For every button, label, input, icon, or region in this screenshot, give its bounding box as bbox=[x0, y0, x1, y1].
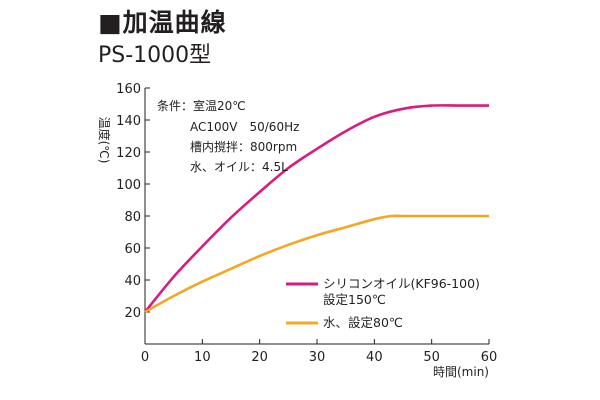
x-tick-label: 10 bbox=[194, 350, 211, 365]
y-tick-label: 100 bbox=[116, 178, 141, 193]
legend-label: シリコンオイル(KF96-100) bbox=[323, 276, 480, 291]
x-tick-label: 20 bbox=[251, 350, 268, 365]
legend: シリコンオイル(KF96-100) 設定150℃ 水、設定80℃ bbox=[286, 276, 480, 330]
y-tick-label: 120 bbox=[116, 146, 141, 161]
condition-line: 水、オイル：4.5L bbox=[190, 160, 288, 174]
x-tick-label: 30 bbox=[309, 350, 326, 365]
y-tick-label: 140 bbox=[116, 114, 141, 129]
y-tick-label: 80 bbox=[124, 210, 141, 225]
conditions-box: 条件：室温20℃ AC100V 50/60Hz 槽内撹拌：800rpm 水、オイ… bbox=[157, 98, 299, 174]
legend-label: 設定150℃ bbox=[323, 292, 386, 307]
x-axis-ticks: 0 10 20 30 40 50 60 bbox=[141, 339, 497, 365]
chart-subtitle: PS-1000型 bbox=[98, 43, 212, 68]
series-lines bbox=[143, 104, 489, 314]
x-tick-label: 60 bbox=[481, 350, 498, 365]
x-tick-label: 40 bbox=[366, 350, 383, 365]
y-tick-label: 40 bbox=[124, 274, 141, 289]
y-tick-label: 60 bbox=[124, 242, 141, 257]
series-line-0 bbox=[143, 104, 489, 313]
y-tick-label: 160 bbox=[116, 82, 141, 97]
condition-line: 条件：室温20℃ bbox=[157, 98, 246, 113]
y-axis-ticks: 20 40 60 80 100 120 140 160 bbox=[116, 82, 150, 321]
condition-line: 槽内撹拌：800rpm bbox=[190, 139, 297, 154]
condition-line: AC100V 50/60Hz bbox=[190, 120, 299, 134]
x-axis-label: 時間(min) bbox=[433, 365, 489, 379]
y-axis-label: 温度(℃) bbox=[97, 117, 112, 164]
x-tick-label: 50 bbox=[423, 350, 440, 365]
series-line-1 bbox=[144, 214, 489, 314]
x-tick-label: 0 bbox=[141, 350, 149, 365]
legend-label: 水、設定80℃ bbox=[323, 315, 403, 330]
y-tick-label: 20 bbox=[124, 306, 141, 321]
chart-title: ■加温曲線 bbox=[98, 8, 227, 37]
